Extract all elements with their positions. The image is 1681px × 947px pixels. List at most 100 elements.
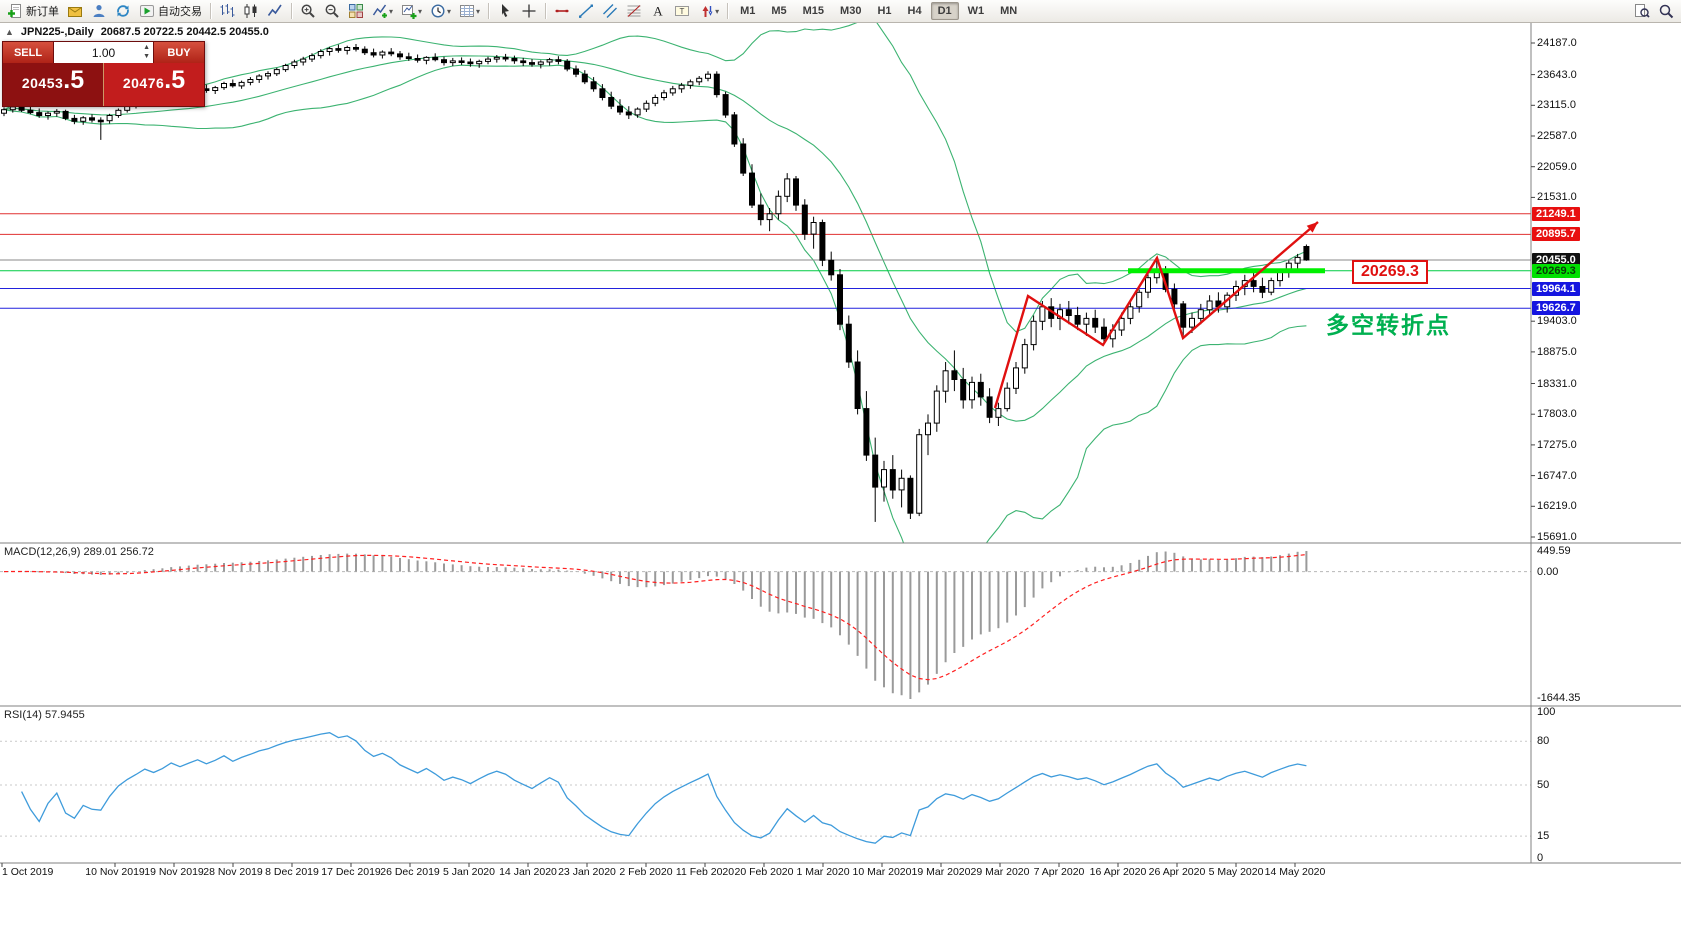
autotrading-button[interactable]: 自动交易 [136, 0, 205, 22]
macd-header: MACD(12,26,9) 289.01 256.72 [4, 546, 154, 558]
chart-title: ▲ JPN225-,Daily 20687.5 20722.5 20442.5 … [5, 26, 269, 38]
price-axis-label: 15691.0 [1537, 531, 1577, 543]
tile-windows-button[interactable] [345, 0, 367, 22]
zoom-out-button[interactable] [321, 0, 343, 22]
sell-button[interactable]: SELL [3, 42, 53, 63]
price-axis-label: 24187.0 [1537, 37, 1577, 49]
volume-input[interactable]: 1.00 ▲ ▼ [53, 42, 154, 63]
trend-zigzag[interactable] [993, 221, 1319, 409]
macd-axis-label: -1644.35 [1537, 692, 1581, 704]
date-axis-label: 8 Dec 2019 [265, 866, 319, 878]
templates-button[interactable]: ▾ [456, 0, 483, 22]
volume-value: 1.00 [91, 45, 116, 60]
candlestick-button[interactable] [240, 0, 262, 22]
buy-button[interactable]: BUY [154, 42, 204, 63]
navigator-button[interactable] [88, 0, 110, 22]
zoom-in-icon [301, 4, 315, 18]
buy-price[interactable]: 20476.5 [104, 63, 204, 106]
candlestick-series [1, 44, 1310, 522]
volume-spinner[interactable]: ▲ ▼ [143, 43, 150, 61]
date-axis-label: 10 Nov 2019 [85, 866, 145, 878]
hline-button[interactable] [551, 0, 573, 22]
toolbar-separator [291, 3, 292, 19]
arrows-button[interactable]: ▾ [695, 0, 722, 22]
new-chart-button[interactable]: ▾ [398, 0, 425, 22]
toolbar-separator [727, 3, 729, 19]
timeframe-m15[interactable]: M15 [802, 5, 825, 17]
templates-icon [460, 5, 475, 17]
horizontal-lines[interactable] [0, 213, 1531, 309]
timeframe-m5[interactable]: M5 [771, 5, 787, 17]
text-icon: A [653, 4, 663, 19]
svg-text:T: T [680, 7, 685, 16]
rsi-axis-label: 0 [1537, 852, 1544, 864]
date-axis-label: 7 Apr 2020 [1033, 866, 1085, 878]
channel-button[interactable] [599, 0, 621, 22]
bar-chart-icon [220, 4, 235, 17]
chart-symbol-icon: ▲ [5, 27, 14, 37]
price-line-tag: 20455.0 [1532, 253, 1580, 267]
find-symbol-button[interactable] [1631, 0, 1653, 22]
dropdown-arrow-icon[interactable]: ▾ [715, 6, 720, 16]
price-axis-label: 22587.0 [1537, 130, 1577, 142]
cursor-button[interactable] [494, 0, 516, 22]
sell-price-main: 20453 [21, 75, 64, 91]
date-axis-label: 14 Jan 2020 [499, 866, 557, 878]
spinner-up-icon[interactable]: ▲ [143, 44, 150, 51]
date-axis-label: 11 Feb 2020 [675, 866, 735, 878]
date-axis-label: 19 Nov 2019 [144, 866, 204, 878]
timeframe-mn[interactable]: MN [1000, 5, 1018, 17]
dropdown-arrow-icon[interactable]: ▾ [389, 6, 394, 16]
price-line-tag: 20895.7 [1532, 227, 1580, 242]
trendline-button[interactable] [575, 0, 597, 22]
timeframe-m1[interactable]: M1 [740, 5, 756, 17]
refresh-button[interactable] [112, 0, 134, 22]
rsi-axis-label: 80 [1537, 735, 1550, 748]
crosshair-button[interactable] [518, 0, 540, 22]
sell-price[interactable]: 20453.5 [3, 63, 104, 106]
history-center-icon [68, 7, 82, 17]
buy-price-main: 20476 [122, 75, 165, 91]
dropdown-arrow-icon[interactable]: ▾ [447, 6, 452, 16]
timeframe-h1[interactable]: H1 [877, 5, 892, 17]
price-axis-label: 18331.0 [1537, 377, 1577, 390]
price-axis-label: 16747.0 [1537, 469, 1577, 482]
bar-chart-button[interactable] [216, 0, 238, 22]
zoom-in-button[interactable] [297, 0, 319, 22]
indicators-button[interactable]: ▾ [369, 0, 396, 22]
fibonacci-button[interactable] [623, 0, 645, 22]
price-line-tag: 20269.3 [1532, 263, 1580, 278]
price-callout-box[interactable]: 20269.3 [1352, 260, 1428, 284]
text-label-button[interactable]: T [671, 0, 693, 22]
text-button[interactable]: A [647, 0, 669, 22]
spinner-down-icon[interactable]: ▼ [143, 53, 150, 60]
navigator-icon [93, 5, 105, 17]
price-axis-label: 17275.0 [1537, 438, 1577, 451]
quick-search-button[interactable] [1655, 0, 1677, 22]
price-axis-label: 23643.0 [1537, 68, 1577, 81]
dropdown-arrow-icon[interactable]: ▾ [418, 6, 423, 16]
new-chart-icon [402, 5, 417, 19]
timeframe-w1[interactable]: W1 [967, 5, 985, 17]
price-line-tag: 19626.7 [1532, 301, 1580, 316]
dropdown-arrow-icon[interactable]: ▾ [476, 6, 481, 16]
timeframe-h4[interactable]: H4 [907, 5, 922, 17]
new-order-button[interactable]: 新订单 [4, 0, 62, 22]
date-axis-label: 19 Mar 2020 [911, 866, 971, 878]
timeframe-d1[interactable]: D1 [930, 2, 959, 20]
periods-button[interactable]: ▾ [427, 0, 454, 22]
date-axis-label: 2 Feb 2020 [619, 866, 673, 878]
history-center-button[interactable] [64, 0, 86, 22]
chart-symbol-period: JPN225-,Daily [20, 26, 94, 38]
sell-price-fraction: .5 [63, 66, 85, 94]
line-chart-button[interactable] [264, 0, 286, 22]
macd-axis-label: 449.59 [1537, 545, 1571, 557]
channel-icon [603, 4, 618, 18]
annotation-note[interactable]: 多空转折点 [1326, 312, 1451, 338]
trendline-icon [579, 4, 594, 18]
crosshair-icon [522, 4, 536, 18]
bollinger-bands [3, 23, 1307, 543]
date-axis-label: 28 Nov 2019 [203, 866, 263, 878]
timeframe-m30[interactable]: M30 [840, 5, 862, 17]
